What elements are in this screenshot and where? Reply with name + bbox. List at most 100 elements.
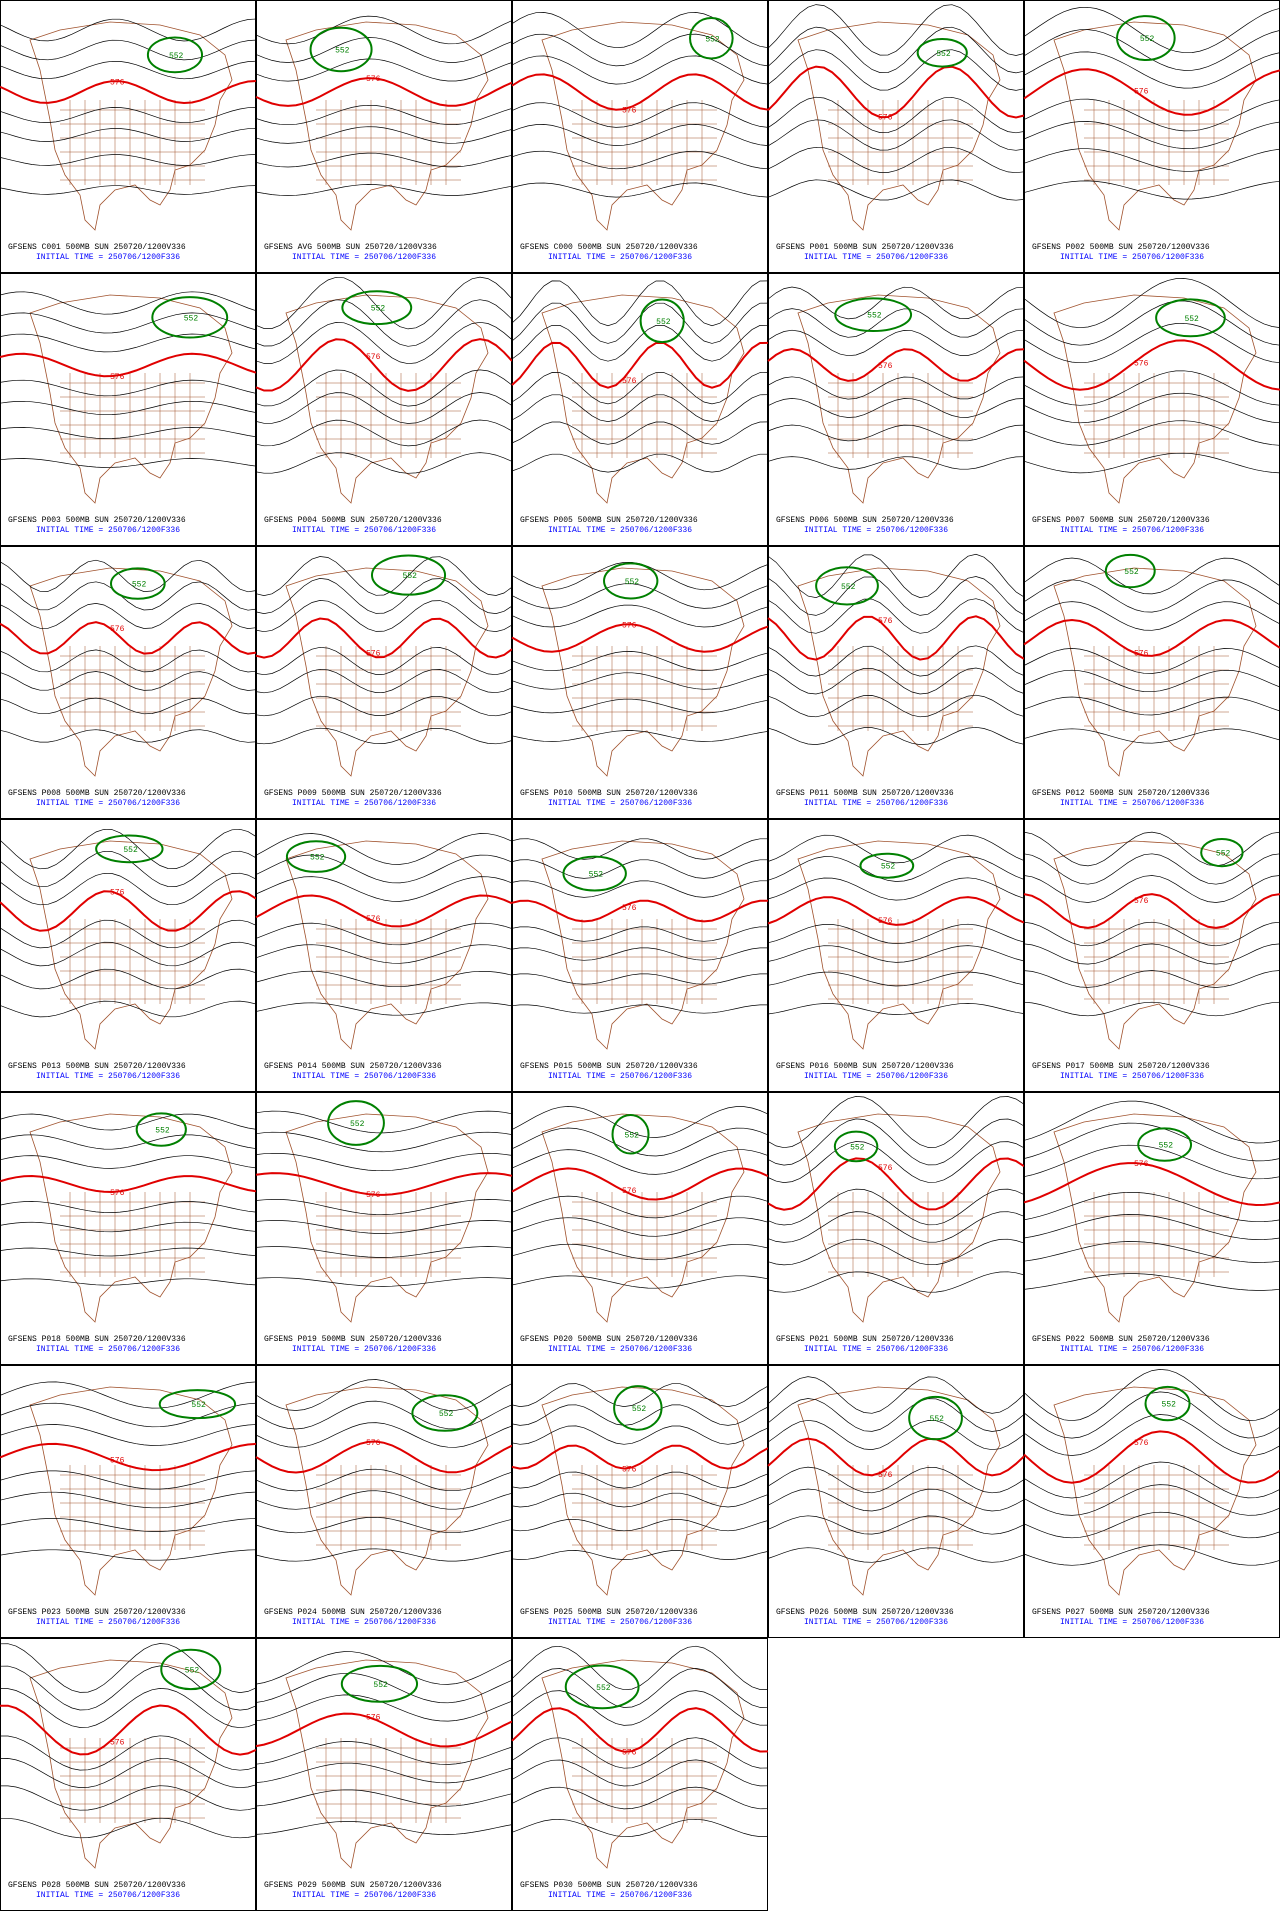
panel-caption: GFSENS P028 500MB SUN 250720/1200V336 xyxy=(8,1881,186,1890)
panel-border xyxy=(256,819,512,1092)
contour-576 xyxy=(255,894,513,928)
map-panel: 576 552 GFSENS P030 500MB SUN 250720/1200V… xyxy=(511,1638,769,1911)
panel-initial-time: INITIAL TIME = 250706/1200F336 xyxy=(804,526,948,535)
height-contour xyxy=(511,124,769,146)
state-lines xyxy=(572,1738,717,1823)
height-contour xyxy=(1023,1191,1280,1223)
height-contour xyxy=(0,1549,257,1561)
height-contour xyxy=(255,1422,513,1448)
map-panel: 576 552 GFSENS P010 500MB SUN 250720/1200V… xyxy=(511,546,769,819)
panel-caption: GFSENS P011 500MB SUN 250720/1200V336 xyxy=(776,789,954,798)
contour-label: 576 xyxy=(1134,897,1149,906)
height-contour xyxy=(511,55,769,85)
panel-caption: GFSENS P007 500MB SUN 250720/1200V336 xyxy=(1032,516,1210,525)
state-lines xyxy=(60,646,205,731)
height-contour xyxy=(511,1668,769,1708)
height-contour xyxy=(511,150,769,170)
contour-576 xyxy=(0,890,257,932)
height-contour xyxy=(0,1785,257,1811)
contour-576 xyxy=(511,1707,769,1753)
state-lines xyxy=(1084,373,1229,458)
land-outline xyxy=(797,567,1001,777)
contour-576 xyxy=(0,1174,257,1194)
panel-caption: GFSENS P017 500MB SUN 250720/1200V336 xyxy=(1032,1062,1210,1071)
height-contour xyxy=(1023,452,1280,474)
panel-initial-time: INITIAL TIME = 250706/1200F336 xyxy=(548,1618,692,1627)
height-contour xyxy=(767,1466,1025,1494)
contour-label: 576 xyxy=(878,617,893,626)
height-contour xyxy=(1023,51,1280,89)
height-contour xyxy=(1023,1511,1280,1539)
height-contour xyxy=(1023,1001,1280,1017)
land-outline xyxy=(29,1386,233,1596)
contour-552 xyxy=(1144,1385,1191,1422)
height-contour xyxy=(255,37,513,63)
height-contour xyxy=(0,1470,257,1490)
height-contour xyxy=(0,1278,257,1286)
panel-initial-time: INITIAL TIME = 250706/1200F336 xyxy=(1060,1345,1204,1354)
height-contour xyxy=(767,576,1025,616)
panel-initial-time: INITIAL TIME = 250706/1200F336 xyxy=(804,253,948,262)
contour-label: 552 xyxy=(589,871,604,880)
height-contour xyxy=(767,49,1025,91)
height-contour xyxy=(767,119,1025,151)
contour-label: 552 xyxy=(350,1120,365,1129)
contour-576 xyxy=(0,1704,257,1756)
contour-label: 552 xyxy=(1184,315,1199,324)
panel-border xyxy=(0,1365,256,1638)
height-contour xyxy=(255,876,513,902)
height-contour xyxy=(0,427,257,439)
contour-label: 576 xyxy=(110,1189,125,1198)
state-lines xyxy=(572,919,717,1004)
height-contour xyxy=(767,667,1025,695)
map-panel: 576 552 GFSENS C001 500MB SUN 250720/1200V… xyxy=(0,0,257,273)
land-outline xyxy=(285,21,489,231)
height-contour xyxy=(0,379,257,397)
contour-552 xyxy=(146,36,204,74)
height-contour xyxy=(0,729,257,743)
land-outline xyxy=(1053,567,1257,777)
panel-border xyxy=(768,546,1024,819)
contour-552 xyxy=(309,26,373,73)
map-panel: 576 552 GFSENS P022 500MB SUN 250720/1200V… xyxy=(1023,1092,1280,1365)
contour-label: 552 xyxy=(132,581,147,590)
map-panel: 576 552 GFSENS P021 500MB SUN 250720/1200V… xyxy=(767,1092,1025,1365)
height-contour xyxy=(511,12,769,49)
height-contour xyxy=(511,1737,769,1769)
panel-initial-time: INITIAL TIME = 250706/1200F336 xyxy=(548,1891,692,1900)
state-lines xyxy=(316,919,461,1004)
height-contour xyxy=(0,1665,257,1711)
height-contour xyxy=(0,1424,257,1446)
height-contour xyxy=(511,1518,769,1532)
land-outline xyxy=(29,21,233,231)
state-lines xyxy=(572,1192,717,1277)
height-contour xyxy=(255,1002,513,1016)
land-outline xyxy=(285,567,489,777)
panel-caption: GFSENS P029 500MB SUN 250720/1200V336 xyxy=(264,1881,442,1890)
height-contour xyxy=(255,1516,513,1534)
panel-border xyxy=(256,1638,512,1911)
height-contour xyxy=(1023,831,1280,867)
height-contour xyxy=(255,578,513,614)
contour-552 xyxy=(639,298,685,344)
panel-initial-time: INITIAL TIME = 250706/1200F336 xyxy=(292,1072,436,1081)
contour-552 xyxy=(564,1664,640,1710)
panel-border xyxy=(256,546,512,819)
height-contour xyxy=(1023,121,1280,149)
height-contour xyxy=(255,1131,513,1153)
panel-border xyxy=(512,546,768,819)
land-outline xyxy=(541,1386,745,1596)
land-outline xyxy=(1053,294,1257,504)
contour-label: 576 xyxy=(366,1439,381,1448)
state-lines xyxy=(572,646,717,731)
land-outline xyxy=(285,1386,489,1596)
panel-caption: GFSENS P018 500MB SUN 250720/1200V336 xyxy=(8,1335,186,1344)
contour-label: 576 xyxy=(366,353,381,362)
height-contour xyxy=(767,1398,1025,1432)
contour-576 xyxy=(767,615,1025,661)
height-contour xyxy=(0,128,257,142)
height-contour xyxy=(511,730,769,742)
height-contour xyxy=(255,1821,513,1835)
height-contour xyxy=(511,1275,769,1289)
